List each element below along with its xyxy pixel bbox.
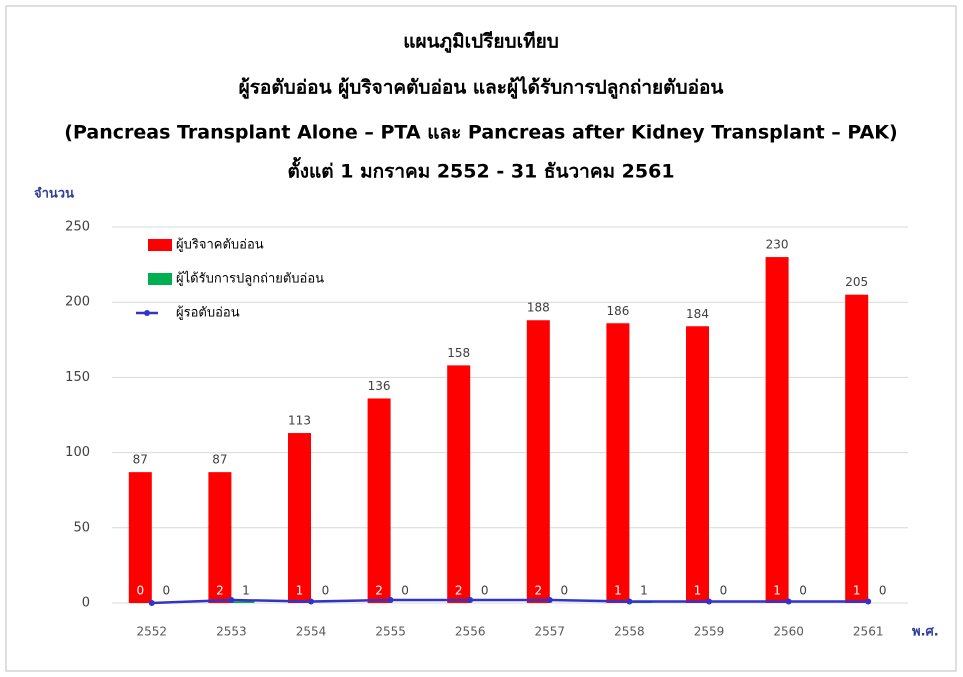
legend-swatch <box>148 273 172 285</box>
data-label: 1 <box>853 584 861 598</box>
legend-swatch <box>144 310 150 316</box>
data-label: 0 <box>720 584 728 598</box>
bar <box>128 472 152 603</box>
line-point <box>148 600 155 606</box>
y-tick-label: 100 <box>65 445 90 460</box>
bar <box>526 320 550 603</box>
line-point <box>546 596 553 603</box>
data-label: 0 <box>162 584 170 598</box>
y-tick-label: 150 <box>65 370 90 385</box>
bar <box>288 433 311 603</box>
data-label: 0 <box>481 584 489 598</box>
x-axis-label: พ.ศ. <box>912 625 939 640</box>
x-tick-label: 2556 <box>455 625 486 639</box>
data-label: 1 <box>640 584 648 598</box>
bar <box>845 294 869 603</box>
data-label: 1 <box>614 584 622 598</box>
bar <box>606 323 630 603</box>
x-tick-label: 2561 <box>853 625 884 639</box>
line-point <box>626 598 633 605</box>
data-label: 230 <box>766 238 789 252</box>
chart-title: ตั้งแต่ 1 มกราคม 2552 - 31 ธันวาคม 2561 <box>287 157 674 183</box>
x-tick-label: 2554 <box>296 625 327 639</box>
data-label: 87 <box>133 453 148 467</box>
data-label: 186 <box>606 304 629 318</box>
x-tick-label: 2559 <box>694 625 725 639</box>
x-tick-label: 2552 <box>137 625 168 639</box>
data-label: 188 <box>527 301 550 315</box>
chart-title: (Pancreas Transplant Alone – PTA และ Pan… <box>64 122 897 144</box>
data-label: 2 <box>534 584 542 598</box>
bar <box>231 601 255 603</box>
frame <box>5 5 957 672</box>
x-tick-label: 2555 <box>375 625 406 639</box>
y-tick-label: 50 <box>73 520 90 535</box>
y-tick-label: 200 <box>65 295 90 310</box>
data-label: 2 <box>455 584 463 598</box>
data-label: 184 <box>686 307 709 321</box>
legend-label: ผู้บริจาคตับอ่อน <box>176 238 264 253</box>
line-point <box>308 598 314 605</box>
data-label: 0 <box>401 584 409 598</box>
data-label: 158 <box>447 346 470 360</box>
data-label: 113 <box>288 414 311 428</box>
bar <box>367 398 391 603</box>
data-label: 2 <box>375 584 383 598</box>
line-point <box>387 596 394 603</box>
bar <box>686 326 709 603</box>
data-label: 0 <box>799 584 807 598</box>
x-tick-label: 2558 <box>614 625 645 639</box>
line-point <box>228 596 235 603</box>
bar <box>208 472 232 603</box>
x-tick-label: 2553 <box>216 625 247 639</box>
data-label: 0 <box>560 584 568 598</box>
data-label: 0 <box>322 584 330 598</box>
bar <box>447 365 471 603</box>
data-label: 1 <box>242 584 250 598</box>
line-point <box>467 596 474 603</box>
x-tick-label: 2557 <box>535 625 566 639</box>
chart-title: แผนภูมิเปรียบเทียบ <box>403 31 559 54</box>
line-point <box>865 598 872 605</box>
bar <box>765 257 789 603</box>
data-label: 0 <box>879 584 887 598</box>
y-axis-label: จำนวน <box>34 186 74 202</box>
line <box>151 598 869 605</box>
data-label: 136 <box>368 379 391 393</box>
y-tick-label: 0 <box>82 596 90 611</box>
x-tick-label: 2560 <box>773 625 804 639</box>
data-label: 1 <box>694 584 702 598</box>
data-label: 1 <box>296 584 304 598</box>
line-point <box>785 598 792 605</box>
legend-label: ผู้รอตับอ่อน <box>176 306 240 321</box>
y-tick-label: 250 <box>65 220 90 235</box>
line-point <box>706 598 712 605</box>
legend-label: ผู้ได้รับการปลูกถ่ายตับอ่อน <box>176 271 324 287</box>
chart-title: ผู้รอตับอ่อน ผู้บริจาคตับอ่อน และผู้ได้ร… <box>239 76 724 100</box>
legend-swatch <box>148 239 172 251</box>
data-label: 1 <box>773 584 781 598</box>
data-label: 205 <box>845 275 868 289</box>
data-label: 2 <box>216 584 224 598</box>
data-label: 0 <box>136 584 144 598</box>
data-label: 87 <box>212 453 227 467</box>
